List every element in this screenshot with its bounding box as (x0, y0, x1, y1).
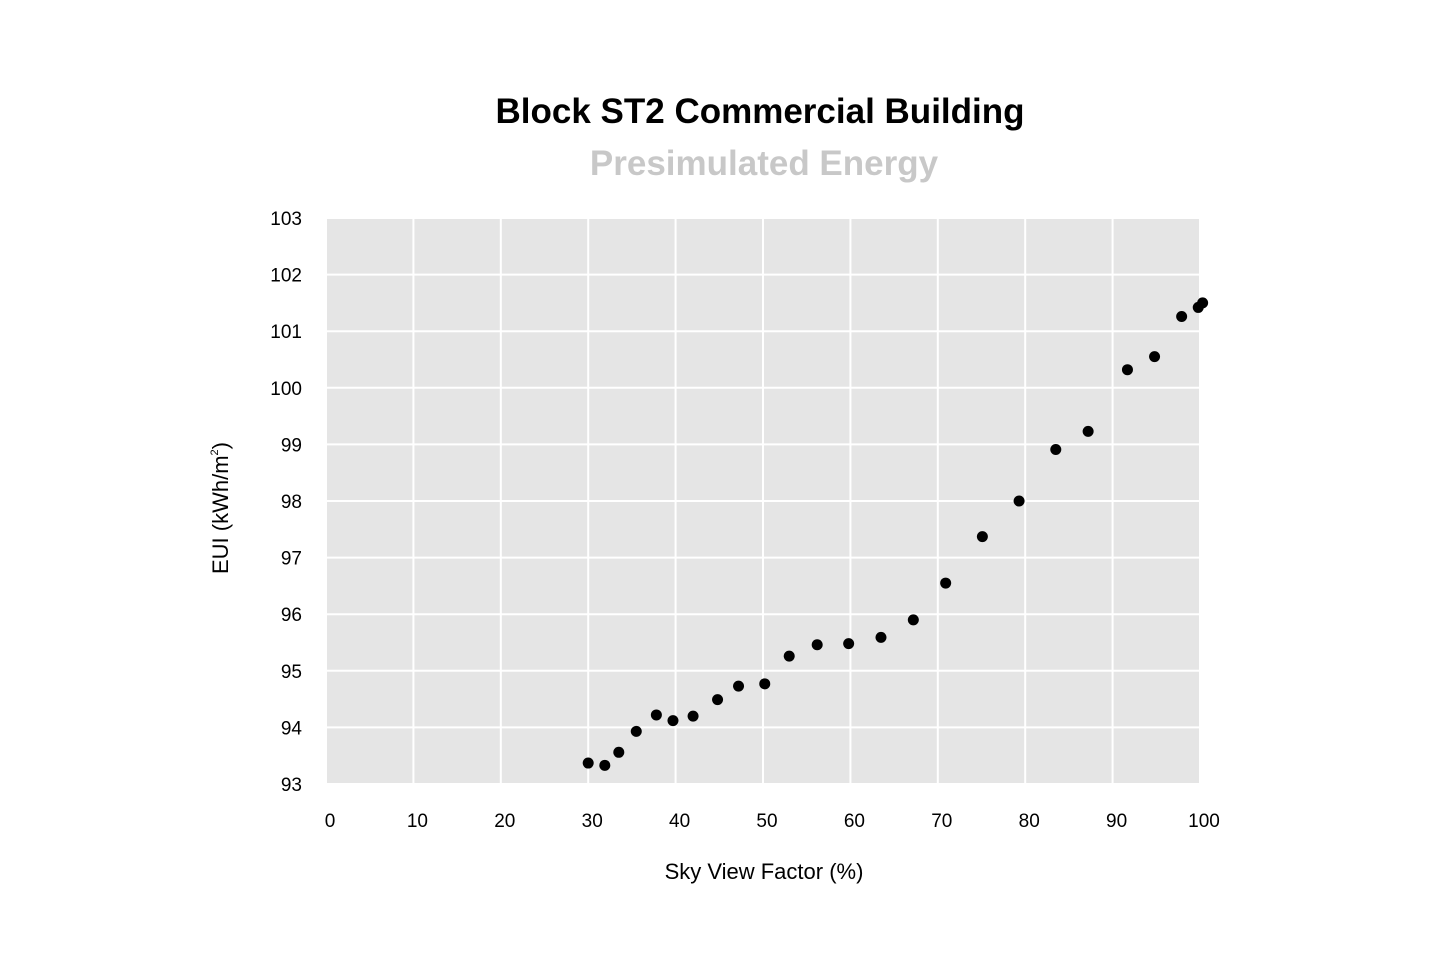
chart-subtitle: Presimulated Energy (590, 144, 939, 183)
x-tick-label: 90 (1106, 811, 1127, 832)
y-tick-label: 102 (270, 266, 302, 287)
y-tick-label: 95 (281, 662, 302, 683)
y-tick-label: 99 (281, 435, 302, 456)
data-point (811, 639, 823, 651)
data-point (630, 725, 642, 737)
data-point (783, 650, 795, 662)
y-tick-label: 101 (270, 322, 302, 343)
x-tick-label: 80 (1019, 811, 1040, 832)
x-axis-label: Sky View Factor (%) (665, 859, 864, 884)
y-tick-label: 103 (270, 209, 302, 230)
y-axis-label: EUI (kWh/m2) (208, 442, 233, 574)
x-tick-label: 10 (407, 811, 428, 832)
data-point (940, 577, 952, 589)
y-axis-label-superscript: 2 (209, 449, 221, 455)
data-point (759, 678, 771, 690)
x-tick-label: 40 (669, 811, 690, 832)
grid (325, 217, 1201, 785)
data-point (1082, 425, 1094, 437)
x-tick-label: 60 (844, 811, 865, 832)
data-point (907, 614, 919, 626)
data-point (650, 709, 662, 721)
data-point (1050, 443, 1062, 455)
data-point (599, 759, 611, 771)
x-tick-label: 20 (494, 811, 515, 832)
y-tick-label: 98 (281, 492, 302, 513)
data-points (582, 297, 1209, 771)
data-point (1149, 351, 1161, 363)
y-tick-label: 96 (281, 605, 302, 626)
x-tick-label: 70 (931, 811, 952, 832)
data-point (1013, 495, 1025, 507)
data-point (875, 631, 887, 643)
y-axis-label-close: ) (208, 442, 233, 449)
data-point (582, 757, 594, 769)
x-tick-label: 100 (1188, 811, 1220, 832)
data-point (1197, 297, 1209, 309)
data-point (733, 680, 745, 692)
y-tick-label: 93 (281, 775, 302, 796)
data-point (613, 746, 625, 758)
y-tick-label: 94 (281, 718, 303, 739)
x-tick-label: 50 (756, 811, 777, 832)
data-point (1176, 310, 1188, 322)
y-axis-ticks: 103 102 101 100 99 98 97 96 95 94 93 (270, 209, 302, 796)
data-point (667, 715, 679, 727)
data-point (712, 694, 724, 706)
x-axis-ticks: 0 10 20 30 40 50 60 70 80 90 100 (325, 811, 1220, 832)
x-tick-label: 0 (325, 811, 336, 832)
y-tick-label: 100 (270, 379, 302, 400)
data-point (687, 710, 699, 722)
x-tick-label: 30 (582, 811, 603, 832)
data-point (843, 638, 855, 650)
data-point (1121, 364, 1133, 376)
data-point (976, 531, 988, 543)
chart-title: Block ST2 Commercial Building (496, 92, 1025, 131)
y-axis-label-main: EUI (kWh/m (208, 455, 233, 574)
y-tick-label: 97 (281, 549, 302, 570)
